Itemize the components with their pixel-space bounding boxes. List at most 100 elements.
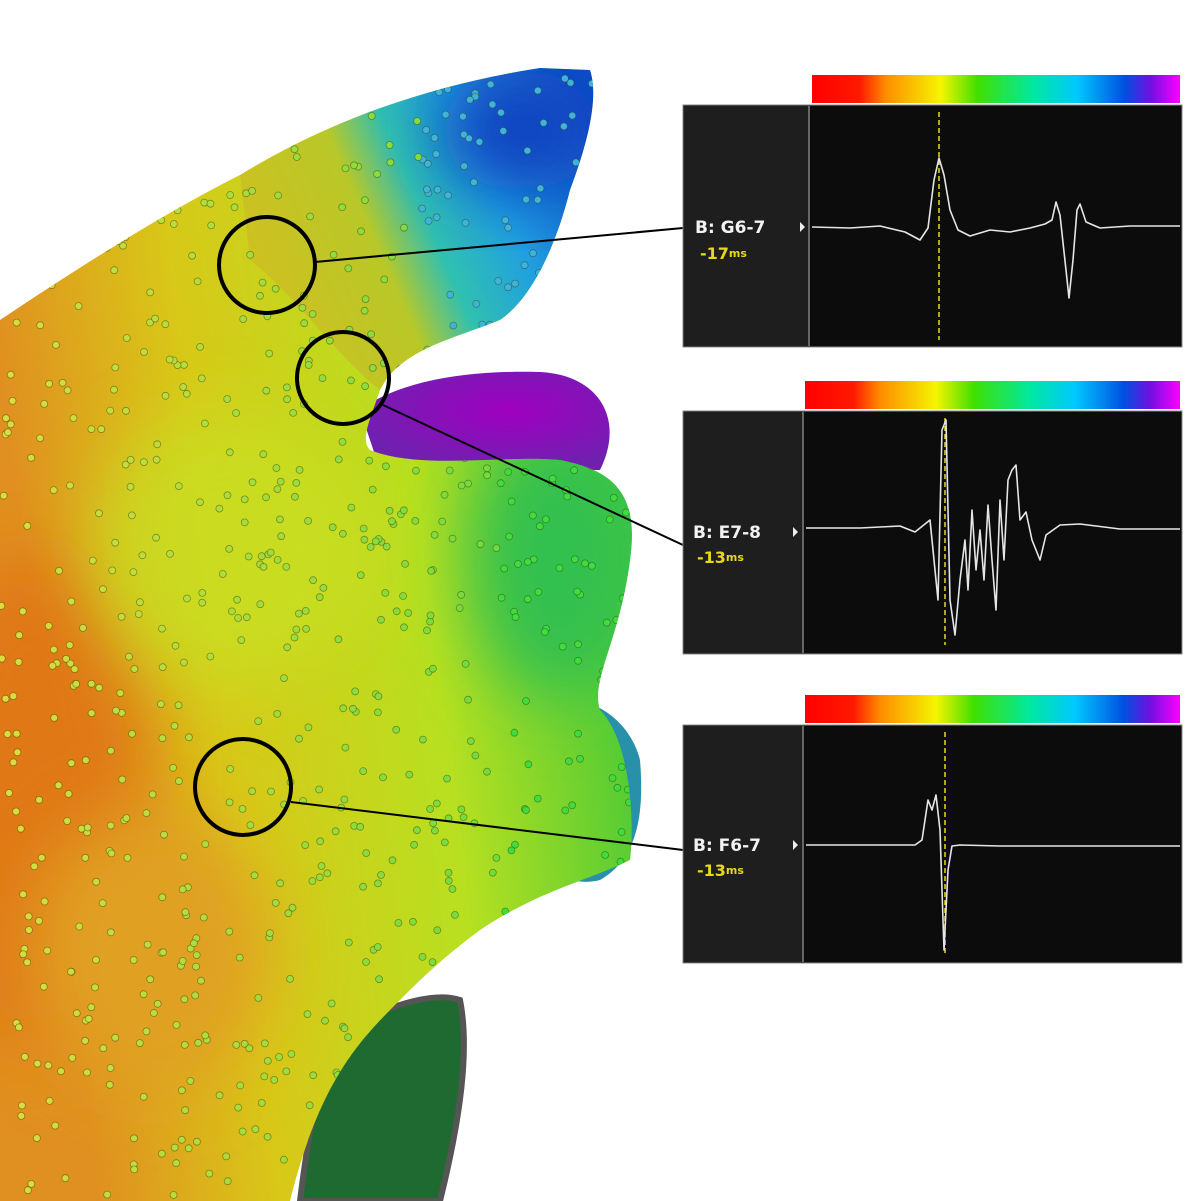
map-point [333,71,342,79]
map-point [464,695,473,704]
map-point [522,806,530,814]
map-point [504,1193,513,1201]
map-point [273,485,282,494]
annotation-overlay [193,215,684,851]
map-point [170,721,179,730]
map-point [5,116,14,125]
map-point [629,1157,632,1166]
map-point [360,306,369,315]
map-point [0,491,8,500]
map-point [562,1038,571,1046]
map-point [443,353,452,362]
map-point [351,687,360,696]
map-point [423,159,432,168]
map-point [240,495,249,504]
map-point [394,919,403,927]
map-point [108,566,117,575]
map-point [422,72,431,81]
map-point [177,1135,186,1144]
map-point [200,198,209,207]
map-point [569,989,578,997]
map-point [227,607,236,616]
map-point [373,170,382,179]
map-point [523,595,532,604]
map-point [377,615,385,624]
map-point [429,819,438,828]
map-point [601,851,609,859]
map-point [580,1015,588,1023]
map-point [173,206,182,215]
map-point [405,84,414,93]
map-point [49,645,58,654]
map-point [488,868,497,877]
map-point [497,593,506,602]
map-point [234,614,243,622]
map-point [581,373,589,382]
map-point [612,616,621,624]
map-point [9,692,18,700]
map-point [95,683,104,692]
map-point [566,1193,574,1201]
map-point [91,983,99,992]
map-point [115,102,124,110]
map-point [19,890,28,899]
map-point [472,1066,481,1075]
map-point [507,497,516,506]
map-point [67,597,76,606]
map-point [618,594,627,603]
map-point [231,112,239,120]
map-point [193,277,202,286]
map-point [493,936,502,944]
map-point [412,826,421,835]
map-point [574,640,582,649]
map-point [626,73,632,81]
map-point [596,176,605,185]
map-point [304,361,313,369]
map-point [373,708,382,717]
map-point [267,787,275,796]
map-point [49,486,58,495]
map-point [542,515,550,524]
map-point [81,853,90,862]
map-point [24,131,33,140]
map-point [459,130,468,139]
map-point [440,838,449,847]
map-point [555,564,564,572]
map-point [435,88,444,97]
map-point [225,545,234,553]
map-point [97,425,106,434]
map-point [207,221,216,230]
map-point [67,759,76,768]
map-point [8,396,17,405]
map-point [450,911,459,919]
map-point [149,1009,158,1017]
map-point [172,143,180,151]
map-point [318,374,327,383]
map-point [67,106,75,115]
map-point [287,1050,296,1058]
map-point [449,321,458,330]
map-point [443,774,451,783]
map-point [595,883,604,892]
map-point [504,965,513,974]
map-point [280,127,289,136]
map-point [595,948,604,957]
map-point [569,191,578,200]
map-point [37,853,46,862]
map-point [23,522,32,530]
map-point [505,532,514,541]
map-point [616,876,625,885]
map-point [418,953,427,961]
map-point [591,1135,600,1144]
map-point [413,117,422,125]
map-point [181,1106,190,1115]
map-point [279,1155,288,1164]
map-point [500,943,509,952]
map-point [179,658,188,667]
map-point [72,1009,81,1018]
map-point [189,939,198,948]
map-point [568,801,577,810]
map-point [62,654,70,663]
map-point [570,308,579,317]
